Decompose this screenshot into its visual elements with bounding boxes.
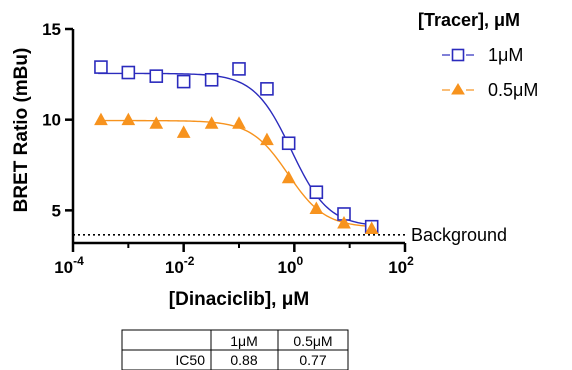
table-header-0-5um: 0.5μM: [293, 333, 332, 349]
data-point-0-5um: [94, 112, 108, 126]
legend-item-0-5um: 0.5μM: [442, 80, 538, 100]
table-header-1um: 1μM: [230, 333, 258, 349]
x-tick-label: 100: [278, 254, 304, 277]
ic50-table: 1μM 0.5μM IC50 0.88 0.77: [121, 329, 349, 370]
y-axis-title: BRET Ratio (mBu): [11, 48, 32, 213]
data-point-1um: [204, 72, 219, 87]
data-point-1um: [309, 185, 324, 200]
data-point-0-5um: [309, 201, 324, 215]
y-tick-label: 15: [42, 20, 61, 39]
data-point-0-5um: [232, 116, 246, 129]
data-point-1um: [121, 65, 136, 80]
y-tick-label: 10: [42, 111, 61, 130]
legend-title: [Tracer], μM: [418, 10, 520, 30]
data-point-0-5um: [176, 125, 191, 138]
x-tick-label: 10-4: [54, 254, 84, 277]
fit-curves: [98, 72, 372, 228]
legend-marker-open-square: [451, 48, 465, 62]
legend-label-0-5um: 0.5μM: [488, 80, 538, 100]
x-tick-label: 102: [388, 254, 414, 277]
table-cell-ic50-1um: 0.88: [230, 352, 257, 368]
data-point-0-5um: [364, 221, 379, 234]
data-point-1um: [176, 74, 191, 89]
x-axis-title: [Dinaciclib], μM: [169, 289, 309, 310]
data-point-1um: [281, 136, 296, 151]
x-ticks: 10-4 10-2 100 102: [54, 243, 414, 277]
data-point-0-5um: [149, 116, 164, 129]
legend-label-1um: 1μM: [488, 45, 523, 65]
legend-item-1um: 1μM: [442, 45, 523, 65]
data-point-0-5um: [204, 116, 219, 129]
legend-marker-filled-triangle: [451, 83, 465, 95]
data-point-0-5um: [121, 112, 136, 126]
data-point-1um: [94, 60, 108, 74]
data-point-0-5um: [281, 170, 296, 184]
data-point-1um: [232, 62, 246, 76]
y-ticks: 5 10 15: [42, 20, 73, 220]
y-tick-label: 5: [52, 201, 61, 220]
background-label: Background: [411, 225, 507, 245]
data-point-1um: [149, 69, 164, 83]
table-cell-ic50-0-5um: 0.77: [299, 352, 326, 368]
data-point-1um: [260, 82, 274, 96]
fit-curve-1um: [98, 72, 372, 226]
x-tick-label: 10-2: [165, 254, 195, 277]
data-point-0-5um: [260, 132, 274, 146]
data-points: [94, 60, 379, 234]
table-row-label-ic50: IC50: [175, 352, 205, 368]
data-point-0-5um: [337, 216, 351, 229]
